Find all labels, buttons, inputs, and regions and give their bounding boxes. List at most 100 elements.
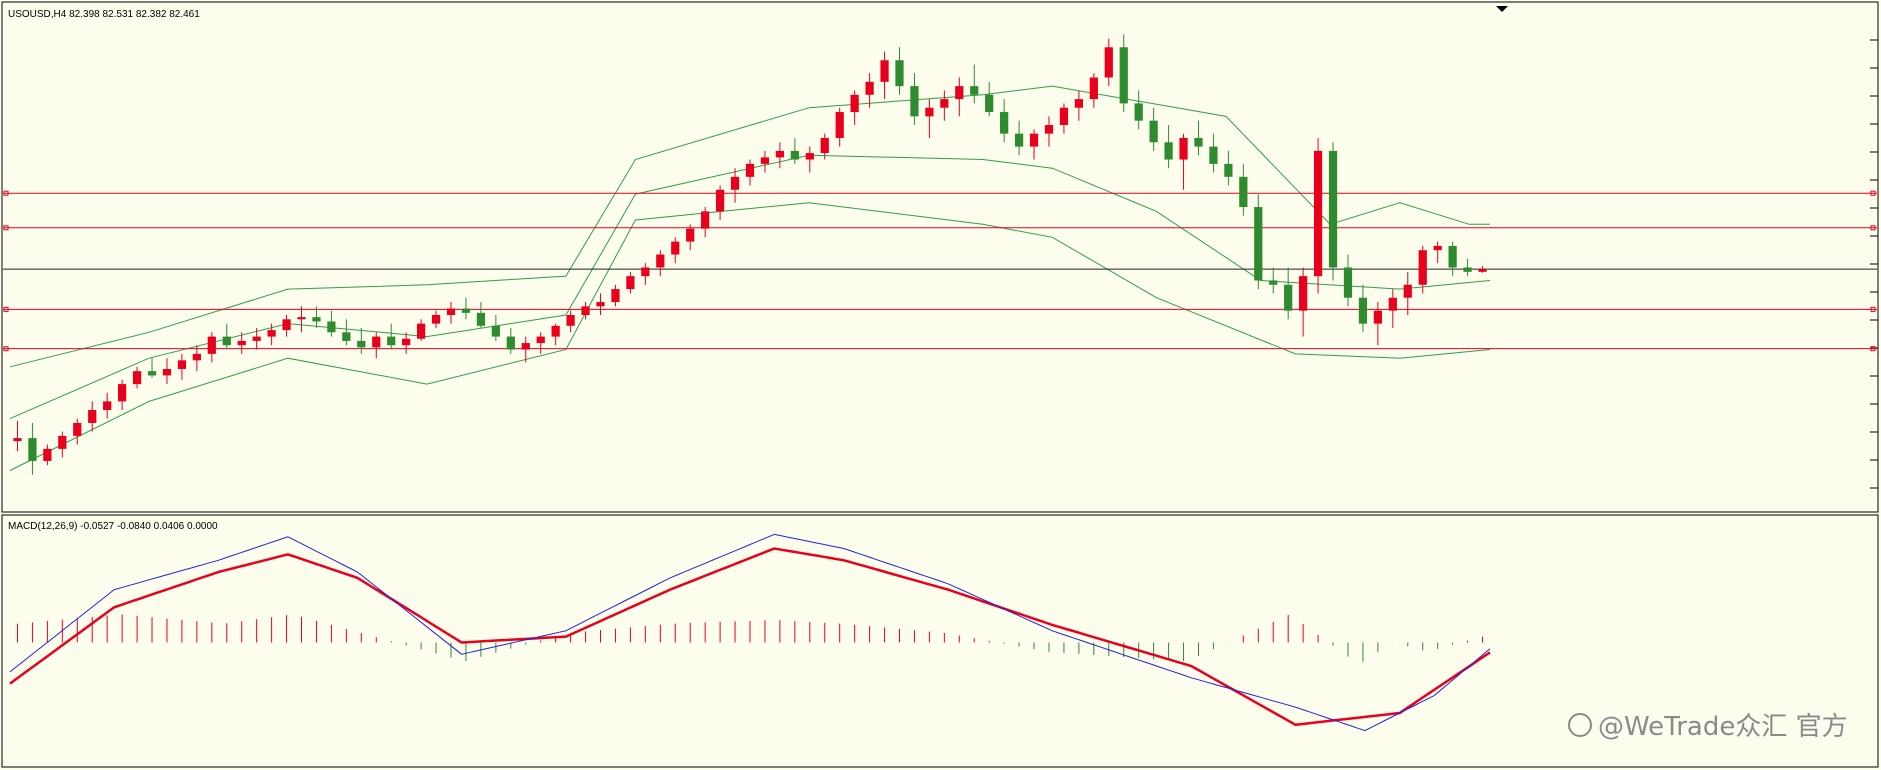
shift-marker-icon[interactable]	[1496, 6, 1508, 12]
candle	[611, 284, 620, 307]
candle	[1328, 142, 1338, 281]
candle-body	[1029, 133, 1039, 147]
candle-body	[207, 336, 216, 354]
candle	[1029, 129, 1039, 160]
candle-body	[671, 241, 680, 255]
candle	[1373, 302, 1382, 346]
candle	[985, 81, 994, 117]
candle	[1254, 194, 1263, 290]
candle-body	[1074, 99, 1083, 108]
candle-body	[895, 60, 904, 87]
candle	[745, 159, 755, 186]
candle	[387, 323, 396, 350]
macd-label: MACD(12,26,9) -0.0527 -0.0840 0.0406 0.0…	[8, 521, 218, 532]
macd-signal-line	[9, 547, 1491, 727]
candle	[1104, 38, 1113, 87]
candle-body	[536, 336, 545, 344]
candlesticks	[13, 34, 1487, 475]
candle-body	[970, 86, 979, 95]
candle-body	[626, 276, 635, 290]
candle-body	[297, 317, 306, 320]
candle-body	[1269, 280, 1278, 285]
candle-body	[760, 157, 770, 164]
candle	[1044, 116, 1054, 147]
candle	[402, 332, 411, 354]
candle	[790, 137, 799, 164]
candle-body	[865, 81, 874, 95]
candle-body	[985, 94, 994, 113]
level-handle-right	[1870, 225, 1876, 231]
candle	[880, 51, 889, 100]
candle-body	[103, 401, 112, 410]
candle-body	[745, 163, 755, 177]
candle	[1433, 241, 1442, 264]
candle	[1194, 120, 1203, 156]
candle-body	[850, 94, 859, 113]
candle-body	[237, 340, 246, 346]
candle-body	[581, 306, 590, 315]
candle	[327, 310, 336, 337]
watermark-text: @WeTrade众汇 官方	[1598, 712, 1848, 742]
candle-body	[521, 343, 530, 350]
candle-body	[1328, 150, 1338, 268]
candle	[372, 332, 381, 359]
candle-body	[252, 336, 261, 341]
candle	[536, 332, 545, 354]
candle	[417, 319, 426, 341]
candle-body	[312, 317, 321, 322]
candle	[297, 306, 306, 333]
candle-body	[327, 321, 336, 333]
candle	[461, 297, 471, 320]
candle	[775, 142, 785, 169]
candle	[1463, 258, 1472, 277]
candle-body	[1478, 269, 1487, 272]
candle-body	[1403, 284, 1412, 298]
candle-body	[955, 86, 964, 100]
candle-body	[1149, 120, 1158, 143]
candle	[222, 323, 231, 350]
candle-body	[925, 107, 934, 117]
candle-body	[1343, 267, 1353, 298]
candle-body	[132, 371, 142, 385]
candle-body	[118, 384, 127, 402]
candle-body	[1358, 297, 1368, 324]
macd-main-line	[9, 533, 1491, 732]
candle	[641, 263, 650, 285]
candle-body	[1134, 103, 1143, 121]
candle-body	[880, 60, 889, 82]
bollinger-upper	[9, 85, 1490, 368]
candle-body	[491, 325, 500, 337]
candle	[1403, 271, 1412, 315]
level-handle-right	[1870, 306, 1876, 312]
candle-body	[1448, 245, 1457, 268]
candle	[1149, 107, 1158, 151]
candle	[28, 422, 37, 475]
candle-body	[611, 289, 620, 303]
candle-body	[1059, 107, 1069, 125]
candle-body	[551, 325, 560, 337]
candle	[58, 431, 67, 458]
candle	[925, 99, 934, 138]
candle-body	[1418, 250, 1427, 285]
level-handle-left	[3, 306, 9, 312]
candle	[1059, 103, 1069, 134]
macd-lines	[9, 533, 1491, 732]
candle	[431, 310, 441, 328]
bollinger-lower	[9, 202, 1491, 471]
candle	[596, 293, 605, 315]
right-axis-ticks	[1870, 39, 1878, 489]
candle-body	[402, 338, 411, 346]
candle	[955, 77, 964, 117]
level-handle-left	[3, 346, 9, 352]
candle	[1134, 90, 1143, 130]
candle-body	[1224, 163, 1233, 177]
candle-body	[222, 336, 231, 346]
symbol-label: USOUSD,H4 82.398 82.531 82.382 82.461	[8, 9, 200, 20]
price-pane-frame	[1, 1, 1879, 513]
candle	[910, 73, 919, 125]
horizontal-levels	[3, 190, 1877, 352]
candle	[1074, 90, 1083, 121]
watermark: @WeTrade众汇 官方	[1568, 712, 1848, 742]
candle	[1448, 241, 1457, 277]
